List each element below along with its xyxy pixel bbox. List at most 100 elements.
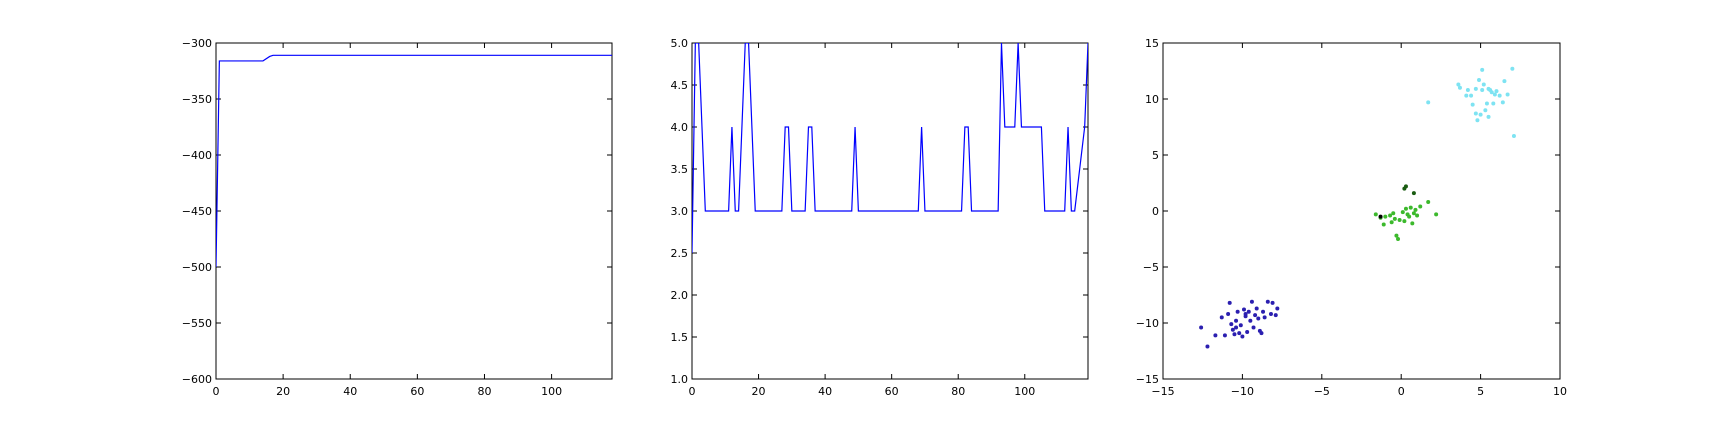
- scatter-point-cluster-2: [1415, 213, 1420, 218]
- scatter-point-cluster-2: [1413, 207, 1418, 212]
- y-tick-label: −400: [182, 149, 212, 162]
- scatter-point-cluster-1: [1227, 300, 1232, 305]
- x-tick-label: −15: [1151, 385, 1174, 398]
- scatter-point-cluster-4: [1411, 191, 1416, 196]
- scatter-point-cluster-2: [1402, 219, 1407, 224]
- y-tick-label: −300: [182, 37, 212, 50]
- scatter-point-cluster-1: [1240, 334, 1245, 339]
- scatter-point-cluster-3: [1477, 77, 1482, 82]
- x-tick-label: 100: [541, 385, 562, 398]
- scatter-point-cluster-2: [1396, 237, 1401, 241]
- x-tick-label: 80: [951, 385, 965, 398]
- scatter-point-cluster-2: [1394, 233, 1399, 238]
- scatter-point-cluster-1: [1273, 313, 1278, 318]
- scatter-point-cluster-1: [1222, 333, 1227, 338]
- y-tick-label: 0: [1152, 205, 1159, 218]
- y-tick-label: −500: [182, 261, 212, 274]
- scatter-point-cluster-3: [1457, 85, 1462, 90]
- scatter-point-cluster-3: [1497, 93, 1502, 98]
- scatter-point-cluster-1: [1251, 325, 1256, 330]
- scatter-point-cluster-3: [1470, 102, 1475, 107]
- y-tick-label: 1.5: [671, 331, 689, 344]
- scatter-point-cluster-3: [1483, 108, 1488, 113]
- x-tick-label: −10: [1231, 385, 1254, 398]
- scatter-point-cluster-2: [1391, 211, 1396, 216]
- scatter-point-cluster-3: [1494, 89, 1499, 94]
- x-tick-label: 80: [477, 385, 491, 398]
- y-tick-label: −15: [1136, 373, 1159, 386]
- x-tick-label: 60: [885, 385, 899, 398]
- scatter-point-cluster-1: [1234, 325, 1239, 330]
- scatter-point-cluster-1: [1199, 325, 1204, 330]
- scatter-point-cluster-1: [1248, 318, 1253, 323]
- scatter-point-cluster-3: [1500, 100, 1505, 105]
- y-tick-label: 15: [1145, 37, 1159, 50]
- plot-area: [1199, 66, 1516, 349]
- scatter-point-cluster-2: [1407, 214, 1412, 219]
- scatter-point-cluster-3: [1465, 88, 1470, 93]
- scatter-point-cluster-3: [1473, 111, 1478, 116]
- subplot-1: 0 20 40 60 80 100 −600 −550 −500 −450 −400 −350 −300: [182, 37, 613, 398]
- y-tick-label: 2.5: [671, 247, 689, 260]
- scatter-point-cluster-3: [1469, 93, 1474, 98]
- scatter-point-cluster-1: [1243, 312, 1248, 317]
- x-tick-label: 0: [689, 385, 696, 398]
- y-tick-label: 4.5: [671, 79, 689, 92]
- scatter-point-cluster-1: [1268, 312, 1273, 317]
- scatter-point-cluster-1: [1259, 331, 1264, 336]
- scatter-point-cluster-4: [1403, 184, 1408, 189]
- x-tick-label: 20: [752, 385, 766, 398]
- scatter-point-cluster-1: [1226, 312, 1231, 317]
- scatter-point-cluster-3: [1510, 66, 1515, 71]
- x-tick-label: 20: [276, 385, 290, 398]
- scatter-point-cluster-1: [1235, 309, 1240, 314]
- plot-frame: [215, 42, 613, 380]
- scatter-point-cluster-2: [1389, 220, 1394, 225]
- scatter-point-cluster-2: [1388, 213, 1393, 218]
- y-tick-label: 1.0: [671, 373, 689, 386]
- scatter-point-cluster-2: [1383, 214, 1388, 219]
- scatter-point-cluster-2: [1411, 211, 1416, 216]
- scatter-point-cluster-2: [1418, 204, 1423, 209]
- scatter-point-cluster-3: [1481, 82, 1486, 87]
- y-tick-label: −350: [182, 93, 212, 106]
- y-tick-label: −450: [182, 205, 212, 218]
- y-tick-label: −600: [182, 373, 212, 386]
- scatter-point-cluster-1: [1232, 332, 1237, 337]
- scatter-point-cluster-2: [1408, 205, 1413, 210]
- scatter-point-cluster-3: [1475, 118, 1480, 123]
- scatter-point-cluster-2: [1434, 212, 1439, 217]
- scatter-point-cluster-3: [1486, 86, 1491, 91]
- scatter-point-cluster-3: [1456, 82, 1461, 87]
- plot-frame: [1162, 42, 1561, 380]
- x-tick-label: −5: [1314, 385, 1330, 398]
- y-tick-label: −5: [1143, 261, 1159, 274]
- scatter-point-cluster-3: [1426, 100, 1431, 105]
- y-tick-label: 4.0: [671, 121, 689, 134]
- scatter-point-cluster-2: [1397, 217, 1402, 222]
- y-tick-label: 3.5: [671, 163, 689, 176]
- scatter-point-cluster-3: [1473, 86, 1478, 91]
- scatter-point-cluster-2: [1400, 210, 1405, 215]
- scatter-point-cluster-2: [1403, 206, 1408, 211]
- scatter-point-cluster-1: [1234, 318, 1239, 323]
- x-tick-label: 10: [1553, 385, 1567, 398]
- scatter-point-cluster-2: [1410, 221, 1415, 226]
- plot-area: [692, 43, 1088, 254]
- scatter-point-cluster-1: [1219, 315, 1224, 320]
- scatter-point-cluster-3: [1491, 101, 1496, 106]
- scatter-point-cluster-2: [1426, 200, 1431, 205]
- scatter-point-cluster-1: [1246, 309, 1251, 314]
- plot-area: [216, 54, 612, 268]
- scatter-point-cluster-3: [1480, 67, 1485, 72]
- scatter-point-cluster-3: [1492, 92, 1497, 97]
- scatter-point-cluster-2: [1381, 222, 1386, 227]
- scatter-point-cluster-1: [1237, 331, 1242, 336]
- scatter-point-cluster-1: [1241, 307, 1246, 312]
- scatter-point-cluster-1: [1262, 315, 1267, 320]
- scatter-point-cluster-1: [1253, 313, 1258, 318]
- scatter-point-cluster-3: [1464, 93, 1469, 98]
- scatter-point-cluster-1: [1256, 316, 1261, 321]
- y-tick-label: −10: [1136, 317, 1159, 330]
- scatter-point-cluster-1: [1229, 322, 1234, 327]
